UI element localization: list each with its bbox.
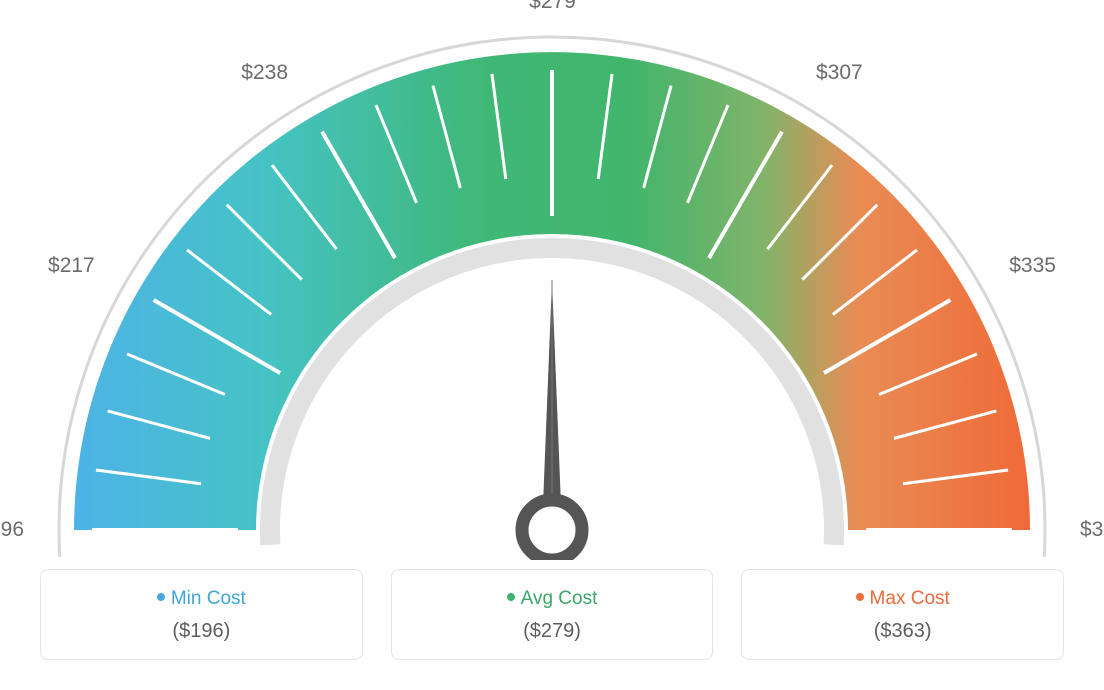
- legend-card-max: Max Cost ($363): [741, 569, 1064, 660]
- gauge-tick-label: $363: [1080, 518, 1104, 542]
- legend-card-min: Min Cost ($196): [40, 569, 363, 660]
- legend-value-min: ($196): [51, 620, 352, 643]
- gauge-svg: [0, 0, 1104, 560]
- gauge-tick-label: $238: [233, 61, 288, 85]
- legend-title-max-text: Max Cost: [870, 588, 950, 609]
- legend-title-avg: Avg Cost: [402, 588, 703, 610]
- gauge-tick-label: $335: [1009, 254, 1056, 278]
- gauge-chart: $196 $217 $238 $279 $307 $335 $363: [0, 0, 1104, 560]
- legend-value-max: ($363): [752, 620, 1053, 643]
- gauge-tick-label: $196: [0, 518, 24, 542]
- legend-row: Min Cost ($196) Avg Cost ($279) Max Cost…: [40, 569, 1064, 660]
- dot-icon-max: [856, 593, 864, 601]
- dot-icon-avg: [507, 593, 515, 601]
- legend-card-avg: Avg Cost ($279): [391, 569, 714, 660]
- legend-title-max: Max Cost: [752, 588, 1053, 610]
- legend-title-min-text: Min Cost: [171, 588, 246, 609]
- legend-value-avg: ($279): [402, 620, 703, 643]
- gauge-tick-label: $217: [40, 254, 95, 278]
- gauge-tick-label: $279: [525, 0, 580, 14]
- dot-icon-min: [157, 593, 165, 601]
- gauge-tick-label: $307: [816, 61, 863, 85]
- legend-title-avg-text: Avg Cost: [521, 588, 598, 609]
- legend-title-min: Min Cost: [51, 588, 352, 610]
